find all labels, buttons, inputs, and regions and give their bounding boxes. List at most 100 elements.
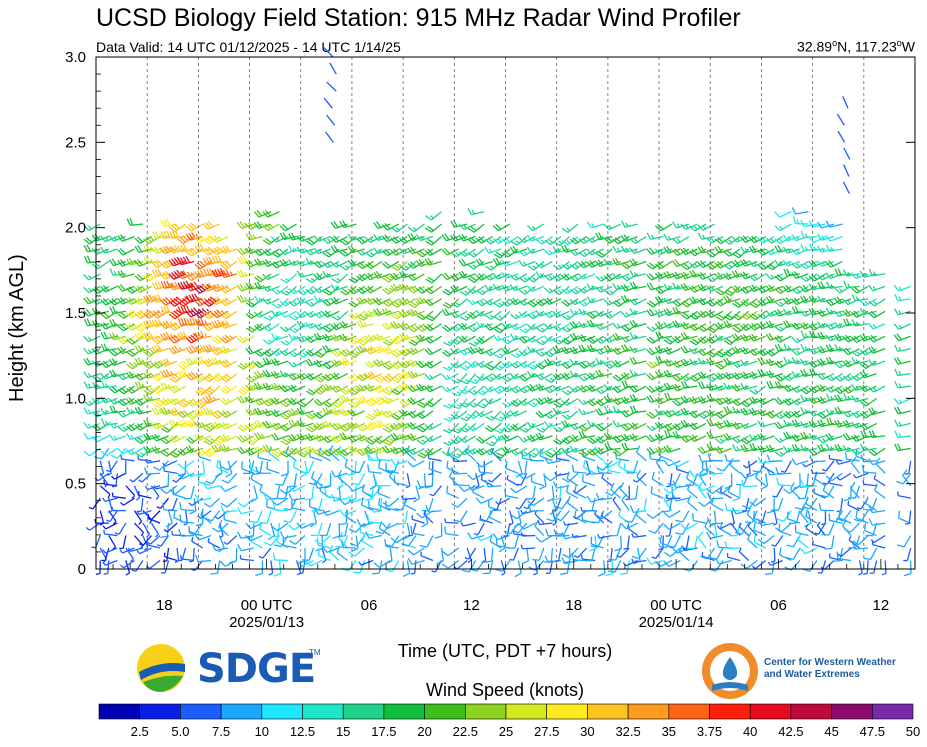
wind-barb-feather bbox=[281, 384, 288, 391]
wind-barb-feather bbox=[657, 385, 664, 392]
wind-barb-feather bbox=[574, 510, 577, 518]
wind-barb-feather bbox=[501, 238, 508, 245]
wind-barb-feather bbox=[623, 234, 629, 241]
wind-barb-feather bbox=[330, 236, 337, 243]
wind-barb-staff bbox=[480, 460, 494, 468]
wind-barb-feather bbox=[163, 426, 170, 431]
wind-barb-feather bbox=[211, 236, 218, 243]
wind-barb-feather bbox=[330, 283, 336, 291]
wind-barb-feather bbox=[580, 424, 588, 430]
wind-barb-feather bbox=[341, 333, 348, 341]
wind-barb-feather bbox=[143, 419, 148, 427]
wind-barb-half-feather bbox=[667, 323, 672, 328]
wind-barb-half-feather bbox=[523, 387, 528, 392]
wind-barb-feather bbox=[519, 328, 527, 334]
wind-barb-half-feather bbox=[574, 372, 578, 377]
wind-barb-feather bbox=[386, 345, 393, 353]
wind-barb-feather bbox=[168, 399, 175, 406]
wind-barb-staff bbox=[133, 522, 144, 533]
wind-barb-feather bbox=[452, 405, 460, 410]
wind-barb-feather bbox=[407, 348, 414, 355]
wind-barb-feather bbox=[253, 447, 260, 454]
wind-barb-feather bbox=[427, 323, 434, 330]
wind-barb-feather bbox=[299, 407, 305, 415]
wind-barb-feather bbox=[495, 538, 498, 546]
wind-barb-half-feather bbox=[150, 246, 154, 251]
wind-barb-feather bbox=[663, 425, 670, 432]
wind-barb-feather bbox=[458, 223, 465, 230]
wind-barb-staff bbox=[540, 410, 553, 419]
wind-barb-half-feather bbox=[612, 496, 617, 501]
wind-barb-half-feather bbox=[144, 485, 149, 490]
wind-barb-feather bbox=[595, 252, 603, 258]
wind-barb-staff bbox=[685, 522, 698, 530]
wind-barb-staff bbox=[406, 473, 411, 487]
wind-barb-feather bbox=[239, 446, 246, 453]
wind-barb-feather bbox=[461, 270, 467, 278]
wind-barb-feather bbox=[680, 381, 686, 389]
wind-barb-half-feather bbox=[304, 450, 309, 454]
wind-barb-feather bbox=[407, 398, 414, 405]
wind-barb-feather bbox=[485, 442, 494, 447]
wind-barb-feather bbox=[280, 452, 288, 458]
wind-barb-half-feather bbox=[633, 299, 638, 304]
wind-barb-half-feather bbox=[292, 260, 296, 265]
wind-barb-feather bbox=[390, 339, 398, 345]
wind-barb-feather bbox=[103, 331, 108, 339]
wind-barb-feather bbox=[561, 245, 566, 253]
wind-barb-feather bbox=[270, 358, 277, 366]
wind-barb-feather bbox=[208, 267, 213, 276]
wind-barb-feather bbox=[185, 274, 192, 281]
wind-barb-staff bbox=[133, 535, 144, 546]
wind-barb-feather bbox=[620, 336, 627, 343]
wind-barb-feather bbox=[475, 497, 482, 504]
wind-barb-half-feather bbox=[606, 560, 611, 563]
wind-barb-feather bbox=[623, 295, 629, 302]
wind-barb-feather bbox=[424, 385, 431, 393]
wind-barb-staff bbox=[389, 435, 400, 446]
wind-barb-feather bbox=[617, 458, 622, 466]
wind-barb-feather bbox=[160, 360, 166, 367]
wind-barb-feather bbox=[288, 493, 293, 501]
wind-barb-feather bbox=[216, 436, 224, 442]
wind-barb-half-feather bbox=[275, 237, 280, 242]
wind-barb-half-feather bbox=[156, 506, 161, 510]
wind-barb-feather bbox=[569, 308, 575, 316]
wind-barb-half-feather bbox=[463, 437, 468, 442]
wind-barb-feather bbox=[657, 446, 663, 453]
wind-barb-half-feather bbox=[284, 350, 289, 355]
wind-barb-feather bbox=[202, 325, 210, 332]
wind-barb-feather bbox=[605, 491, 613, 497]
wind-barb-feather bbox=[683, 380, 688, 388]
wind-barb-half-feather bbox=[336, 315, 341, 319]
wind-barb-feather bbox=[494, 429, 502, 434]
wind-barb-feather bbox=[578, 262, 585, 269]
wind-barb-half-feather bbox=[244, 296, 248, 302]
wind-barb-feather bbox=[595, 286, 601, 293]
wind-barb-feather bbox=[219, 444, 225, 452]
wind-barb-staff bbox=[104, 533, 118, 537]
wind-barb-staff bbox=[532, 223, 545, 232]
wind-barb-staff bbox=[668, 522, 681, 531]
wind-barb-half-feather bbox=[252, 375, 258, 379]
wind-barb-feather bbox=[378, 384, 385, 391]
wind-barb-feather bbox=[190, 345, 197, 352]
wind-barb-half-feather bbox=[400, 495, 404, 500]
wind-barb-feather bbox=[186, 318, 191, 326]
wind-barb-half-feather bbox=[354, 422, 359, 427]
wind-barb-staff bbox=[284, 485, 289, 499]
wind-barb-feather bbox=[537, 410, 545, 417]
wind-barb-feather bbox=[207, 386, 215, 392]
wind-barb-half-feather bbox=[131, 495, 136, 500]
wind-barb-feather bbox=[484, 398, 490, 405]
wind-barb-feather bbox=[519, 428, 527, 433]
wind-barb-feather bbox=[612, 420, 618, 428]
wind-barb-feather bbox=[83, 286, 90, 293]
wind-barb-half-feather bbox=[659, 410, 663, 415]
wind-barb-half-feather bbox=[140, 452, 145, 456]
wind-barb-feather bbox=[205, 247, 212, 255]
wind-barb-feather bbox=[171, 336, 178, 343]
wind-barb-feather bbox=[205, 283, 211, 291]
wind-barb-half-feather bbox=[301, 248, 305, 253]
wind-barb-half-feather bbox=[397, 423, 402, 428]
